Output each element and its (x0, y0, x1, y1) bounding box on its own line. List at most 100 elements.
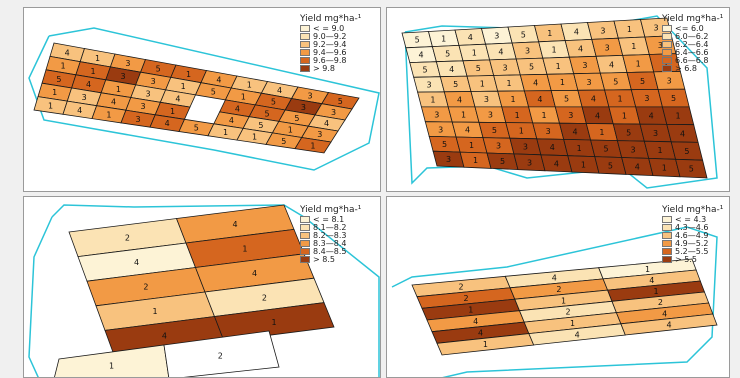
yield-cell (54, 344, 170, 377)
legend-panel-3: Yield mg*ha-¹ < = 8.1 8.1—8.2 8.2—8.3 8.3—8… (300, 205, 361, 264)
plot-label: 3 (527, 158, 532, 167)
legend-swatch (662, 215, 672, 223)
legend-item: 8.1—8.2 (300, 222, 361, 232)
plot-label: 1 (272, 318, 277, 327)
plot-label: 3 (658, 41, 663, 50)
legend-swatch (300, 56, 310, 64)
plot-label: 1 (106, 110, 111, 119)
plot-label: 1 (577, 144, 582, 153)
plot-label: 1 (170, 107, 175, 116)
plot-label: 3 (434, 110, 439, 119)
plot-label: 1 (186, 70, 191, 79)
plot-label: 1 (472, 49, 477, 58)
plot-label: 4 (465, 126, 470, 135)
plot-label: 1 (657, 146, 662, 155)
yield-cell (163, 330, 280, 377)
plot-label: 4 (252, 269, 257, 278)
legend-label: 8.4—8.5 (313, 246, 347, 256)
plot-label: 5 (211, 87, 216, 96)
plot-label: 1 (551, 45, 556, 54)
plot-label: 1 (288, 126, 293, 135)
field-boundary (28, 27, 380, 171)
plot-label: 4 (165, 119, 170, 128)
yield-grid: 2 4 4 1 2 4 1 2 4 1 1 2 (54, 204, 335, 377)
legend-label: 6.6—6.8 (675, 55, 709, 65)
legend-item: < = 4.3 (662, 215, 723, 224)
plot-label: 3 (125, 59, 130, 68)
legend-label: 9.2—9.4 (313, 39, 347, 49)
legend-swatch (662, 32, 672, 40)
legend-swatch (300, 231, 310, 239)
plot-label: 4 (277, 86, 282, 95)
plot-label: 5 (281, 137, 286, 146)
plot-label: 4 (649, 276, 654, 285)
legend-swatch (300, 255, 310, 263)
plot-label: 3 (653, 129, 658, 138)
plot-label: 1 (622, 111, 627, 120)
plot-label: 5 (529, 63, 534, 72)
plot-label: 4 (449, 65, 454, 74)
legend-rows: < = 8.1 8.1—8.2 8.2—8.3 8.3—8.4 8.4—8.5 > 8.5 (300, 215, 361, 264)
plot-label: 1 (645, 265, 650, 274)
plot-label: 3 (331, 108, 336, 117)
legend-item: > 8.5 (300, 255, 361, 264)
plot-label: 4 (65, 48, 70, 57)
legend-item: > 9.8 (300, 64, 361, 73)
plot-label: 4 (473, 317, 478, 326)
plot-label: 4 (550, 143, 555, 152)
plot-label: 4 (662, 309, 667, 318)
plot-label: 1 (483, 340, 488, 349)
plot-label: 1 (441, 34, 446, 43)
legend-label: 8.1—8.2 (313, 222, 347, 232)
plot-label: 1 (252, 133, 257, 142)
plot-label: 4 (609, 60, 614, 69)
plot-label: 4 (162, 332, 167, 341)
legend-swatch (300, 215, 310, 223)
legend-label: 8.3—8.4 (313, 238, 347, 248)
plot-label: 1 (581, 160, 586, 169)
legend-item: 6.0—6.2 (662, 32, 723, 41)
plot-label: 4 (666, 320, 671, 329)
legend-item: 5.2—5.5 (662, 247, 723, 256)
plot-label: 3 (582, 61, 587, 70)
plot-label: 4 (572, 128, 577, 137)
legend-title: Yield mg*ha-¹ (662, 14, 724, 24)
plot-label: 3 (484, 95, 489, 104)
plot-label: 4 (498, 48, 503, 57)
plot-label: 1 (560, 78, 565, 87)
plot-label: 4 (635, 163, 640, 172)
legend-label: 9.0—9.2 (313, 31, 347, 41)
plot-label: 4 (591, 95, 596, 104)
plot-label: 4 (86, 80, 91, 89)
plot-label: 1 (561, 296, 566, 305)
plot-label: 2 (125, 234, 130, 243)
legend-swatch (300, 247, 310, 255)
plot-label: 1 (547, 29, 552, 38)
plot-label: 5 (613, 77, 618, 86)
plot-label: 4 (537, 95, 542, 104)
field-boundary (28, 204, 380, 377)
plot-label: 4 (229, 116, 234, 125)
legend-item: 9.4—9.6 (300, 48, 361, 57)
legend-item: 9.0—9.2 (300, 31, 361, 41)
plot-label: 1 (654, 287, 659, 296)
plot-label: 4 (680, 129, 685, 138)
plot-label: 4 (233, 220, 238, 229)
plot-label: 4 (554, 159, 559, 168)
legend-title: Yield mg*ha-¹ (662, 205, 724, 215)
plot-label: 1 (48, 102, 53, 111)
plot-label: 4 (419, 51, 424, 60)
legend-item: < = 8.1 (300, 215, 361, 224)
legend-rows: < = 9.0 9.0—9.2 9.2—9.4 9.4—9.6 9.6—9.8 > 9.8 (300, 23, 361, 73)
plot-label: 3 (630, 146, 635, 155)
plot-label: 4 (468, 33, 473, 42)
plot-label: 4 (578, 44, 583, 53)
plot-label: 4 (649, 112, 654, 121)
legend-item: 6.4—6.6 (662, 48, 723, 57)
legend-label: < = 9.0 (313, 23, 345, 33)
legend-rows: <= 6.0 6.0—6.2 6.2—6.4 6.4—6.6 6.6—6.8 > 6.8 (662, 24, 723, 73)
plot-label: 2 (556, 285, 561, 294)
plot-label: 1 (618, 94, 623, 103)
